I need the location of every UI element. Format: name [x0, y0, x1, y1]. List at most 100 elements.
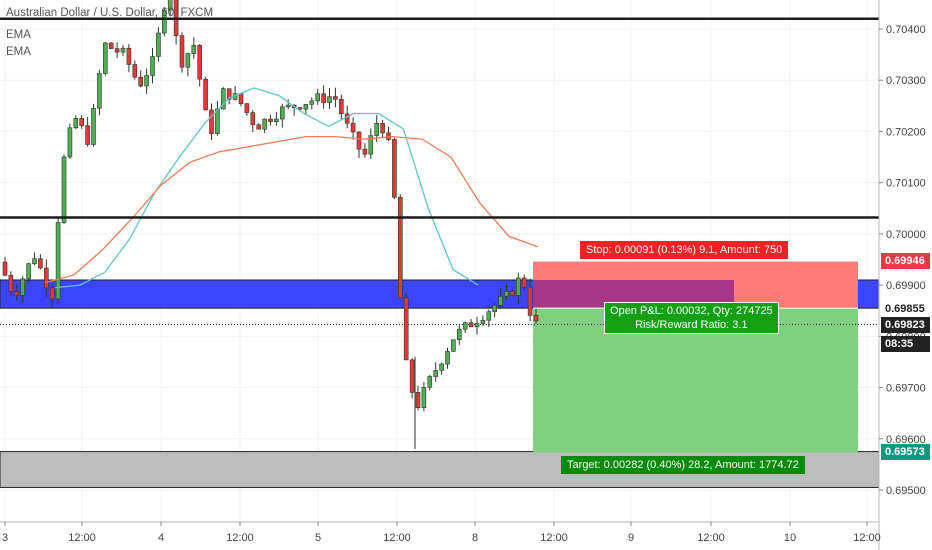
candle [486, 309, 492, 327]
candle [309, 97, 315, 110]
stop-label[interactable]: Stop: 0.00091 (0.13%) 9.1, Amount: 750 [580, 241, 789, 259]
candle [38, 254, 43, 270]
candle-body [492, 304, 498, 312]
candle-body [120, 47, 126, 53]
ema-line-1 [54, 87, 479, 289]
candle-body [226, 88, 232, 100]
candle [433, 362, 439, 382]
price-tick-label: 0.70400 [886, 24, 926, 36]
candle [8, 271, 14, 297]
candle [49, 283, 55, 308]
candle [338, 94, 344, 121]
candle [167, 0, 173, 17]
candle-body [268, 118, 273, 123]
candle [274, 112, 279, 126]
candle [327, 88, 332, 109]
candle [91, 103, 96, 147]
candle [162, 7, 167, 37]
candle-body [162, 9, 167, 34]
candle [203, 76, 208, 111]
open-pl-label[interactable]: Open P&L: 0.00032, Qty: 274725 Risk/Rewa… [604, 302, 779, 334]
candle-body [297, 107, 303, 110]
symbol-title: Australian Dollar / U.S. Dollar, 60, FXC… [6, 7, 214, 19]
candle [504, 284, 509, 301]
candle-body [409, 359, 415, 393]
candle-body [85, 125, 90, 145]
candle [521, 274, 527, 291]
candle-body [274, 118, 279, 123]
candle-body [468, 322, 474, 328]
candle [515, 272, 521, 305]
candle-body [386, 132, 391, 140]
candle [421, 381, 427, 412]
current-price-tag: 0.69823 [881, 317, 930, 333]
candle [232, 85, 238, 101]
candle [226, 88, 232, 105]
candle [397, 194, 403, 299]
candle [126, 44, 132, 73]
candle-body [427, 376, 433, 388]
candle [108, 42, 114, 50]
candle-body [356, 131, 362, 150]
candle [480, 315, 486, 327]
candle [61, 154, 67, 225]
candle [498, 287, 503, 309]
candle-body [262, 118, 267, 130]
ema-legend-2[interactable]: EMA [6, 46, 31, 58]
price-axis[interactable]: 0.70400 0.70300 0.70200 0.70100 0.70000 0.699… [879, 24, 926, 497]
entry-price-tag: 0.69855 [881, 301, 930, 317]
candle [32, 252, 37, 266]
time-tick-label: 12:00 [853, 532, 881, 544]
candle-body [150, 56, 155, 76]
candle [179, 32, 185, 73]
price-tick-label: 0.69700 [886, 383, 926, 395]
candle-body [403, 297, 409, 361]
candle-body [456, 328, 462, 341]
candle [386, 126, 391, 141]
candle [43, 259, 49, 297]
candle-body [221, 88, 226, 110]
candle [368, 128, 374, 159]
candle [279, 103, 285, 128]
candle-body [327, 96, 332, 103]
horizontal-lines[interactable] [0, 17, 879, 219]
candle-body [279, 106, 285, 120]
countdown-tag: 08:35 [881, 336, 930, 352]
ema-line-2 [44, 135, 539, 284]
candle [321, 85, 326, 109]
candle-body [421, 386, 427, 408]
ema-legend-1[interactable]: EMA [6, 29, 31, 41]
candle-body [156, 32, 161, 57]
candle [403, 293, 409, 361]
price-tick-label: 0.70100 [886, 178, 926, 190]
candle-body [203, 78, 208, 111]
time-axis[interactable]: 3 12:00 4 12:00 5 12:00 8 12:00 9 12:00 10 12:00 [2, 522, 881, 544]
candle [55, 218, 61, 305]
candle-body [91, 107, 96, 145]
candle-body [303, 104, 309, 110]
candle [156, 27, 161, 62]
candle-body [197, 45, 202, 80]
candle [185, 52, 191, 77]
candle-body [344, 113, 350, 124]
time-tick-label: 4 [158, 532, 164, 544]
time-tick-label: 3 [2, 532, 8, 544]
candle-body [43, 267, 49, 289]
price-tick-label: 0.70000 [886, 229, 926, 241]
candle [215, 100, 220, 136]
candle-body [20, 278, 26, 296]
time-tick-label: 12:00 [540, 532, 568, 544]
candle-body [445, 351, 450, 365]
candle-body [238, 93, 244, 104]
price-tick-label: 0.69900 [886, 280, 926, 292]
candle [333, 87, 338, 108]
candle [415, 385, 421, 411]
candle-body [67, 127, 73, 158]
candle-body [350, 122, 356, 133]
candle [256, 123, 262, 130]
target-label[interactable]: Target: 0.00282 (0.40%) 28.2, Amount: 17… [561, 456, 805, 474]
time-tick-label: 12:00 [226, 532, 254, 544]
open-pl-text: Open P&L: 0.00032, Qty: 274725 [610, 305, 773, 317]
candle [439, 362, 444, 375]
candle-body [8, 274, 14, 292]
